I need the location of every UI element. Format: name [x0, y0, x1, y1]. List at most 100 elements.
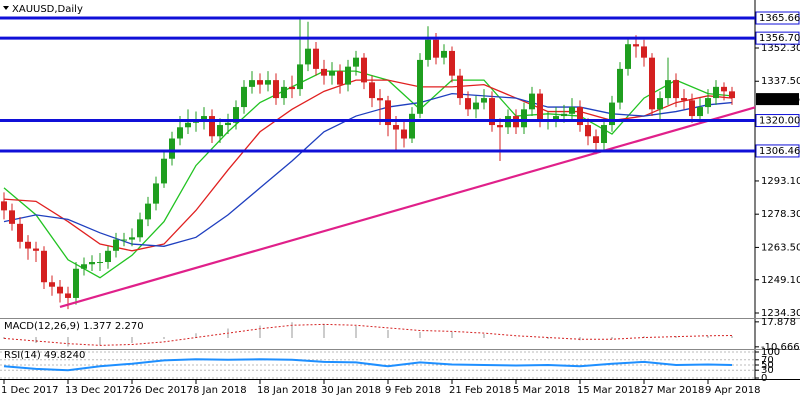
- candle-body: [393, 125, 399, 130]
- candle-body: [97, 262, 103, 264]
- candle-body: [425, 39, 431, 60]
- candle-body: [593, 136, 599, 144]
- level-label: 1365.66: [759, 13, 800, 24]
- candle-body: [473, 102, 479, 110]
- candle-body: [713, 86, 719, 99]
- y-tick-label: 1337.50: [761, 76, 800, 87]
- candle-body: [145, 203, 151, 220]
- y-tick-label: 30: [761, 365, 774, 376]
- macd-title: MACD(12,26,9) 1.377 2.270: [4, 321, 144, 332]
- x-tick-label: 5 Mar 2018: [513, 385, 570, 396]
- main-panel: [0, 16, 755, 310]
- candle-body: [177, 127, 183, 139]
- candle-body: [201, 116, 207, 121]
- candle-body: [721, 86, 727, 92]
- level-label-box: [755, 31, 800, 45]
- menu-arrow[interactable]: [3, 6, 9, 10]
- candle-body: [585, 125, 591, 137]
- candle-body: [537, 93, 543, 121]
- x-tick-label: 15 Mar 2018: [577, 385, 640, 396]
- candle-body: [681, 98, 687, 101]
- candle-body: [401, 129, 407, 139]
- candle-body: [345, 66, 351, 85]
- axes: 1352.30 1337.50 1293.10 1278.30 1263.50 1249.…: [1, 11, 800, 396]
- candle-body: [257, 80, 263, 85]
- x-tick-label: 9 Apr 2018: [705, 385, 760, 396]
- candle-body: [481, 98, 487, 103]
- candle-body: [89, 262, 95, 265]
- candle-body: [377, 98, 383, 101]
- x-tick-label: 9 Feb 2018: [385, 385, 441, 396]
- y-tick-label: 70: [761, 355, 774, 366]
- level-label: 1306.46: [759, 146, 800, 157]
- y-tick-label: 1263.50: [761, 242, 800, 253]
- candle-body: [705, 98, 711, 108]
- y-tick-label: 50: [761, 360, 774, 371]
- macd-signal: [3, 323, 733, 346]
- candle-body: [153, 183, 159, 204]
- candle-body: [321, 68, 327, 76]
- candle-body: [409, 113, 415, 139]
- candle-body: [49, 282, 55, 287]
- indicator-panels: [0, 322, 755, 379]
- x-tick-label: 8 Jan 2018: [193, 385, 247, 396]
- candle-body: [433, 39, 439, 58]
- candle-body: [105, 250, 111, 263]
- candle-body: [465, 98, 471, 110]
- candle-body: [617, 68, 623, 103]
- level-label: 1356.70: [759, 33, 800, 44]
- candle-body: [457, 75, 463, 99]
- candle-body: [689, 100, 695, 117]
- candle-body: [57, 286, 63, 294]
- candle-body: [329, 71, 335, 76]
- candle-body: [81, 264, 87, 269]
- y-tick-label: 1352.30: [761, 43, 800, 54]
- candle-body: [641, 46, 647, 58]
- candle-body: [569, 107, 575, 114]
- candle-body: [601, 125, 607, 144]
- candle-body: [353, 57, 359, 67]
- x-tick-label: 1 Dec 2017: [1, 385, 59, 396]
- candle-body: [17, 223, 23, 242]
- candle-body: [297, 64, 303, 90]
- y-tick-label: 100: [761, 347, 780, 358]
- y-tick-label: 0: [761, 373, 767, 384]
- rsi-line: [3, 358, 733, 372]
- candle-body: [41, 250, 47, 283]
- candle-body: [361, 57, 367, 83]
- x-tick-label: 30 Jan 2018: [321, 385, 381, 396]
- candle-body: [281, 86, 287, 99]
- candle-body: [25, 241, 31, 249]
- x-tick-label: 27 Mar 2018: [641, 385, 704, 396]
- level-label-box: [755, 114, 800, 128]
- candle-body: [289, 86, 295, 90]
- candle-body: [729, 91, 735, 99]
- candle-body: [369, 82, 375, 99]
- level-label-box: [755, 144, 800, 158]
- candle-body: [33, 248, 39, 251]
- y-tick-label: 1234.30: [761, 308, 800, 319]
- candle-body: [233, 107, 239, 123]
- candle-body: [625, 44, 631, 69]
- candle-body: [561, 113, 567, 117]
- candle-body: [73, 268, 79, 298]
- y-tick-label: 1249.10: [761, 275, 800, 286]
- candle-body: [529, 93, 535, 110]
- x-tick-label: 26 Dec 2017: [129, 385, 193, 396]
- y-tick-label: 1293.10: [761, 176, 800, 187]
- last-price-label: 1329.55: [759, 94, 800, 105]
- candle-body: [385, 100, 391, 126]
- candle-body: [521, 109, 527, 128]
- candle-body: [121, 239, 127, 241]
- y-tick-label: 17.878: [761, 317, 796, 328]
- trend-line: [59, 106, 755, 308]
- candle-body: [417, 59, 423, 114]
- y-tick-label: -10.666: [761, 342, 800, 353]
- candle-body: [449, 50, 455, 76]
- candle-body: [305, 48, 311, 65]
- candle-body: [137, 219, 143, 238]
- candle-body: [217, 125, 223, 137]
